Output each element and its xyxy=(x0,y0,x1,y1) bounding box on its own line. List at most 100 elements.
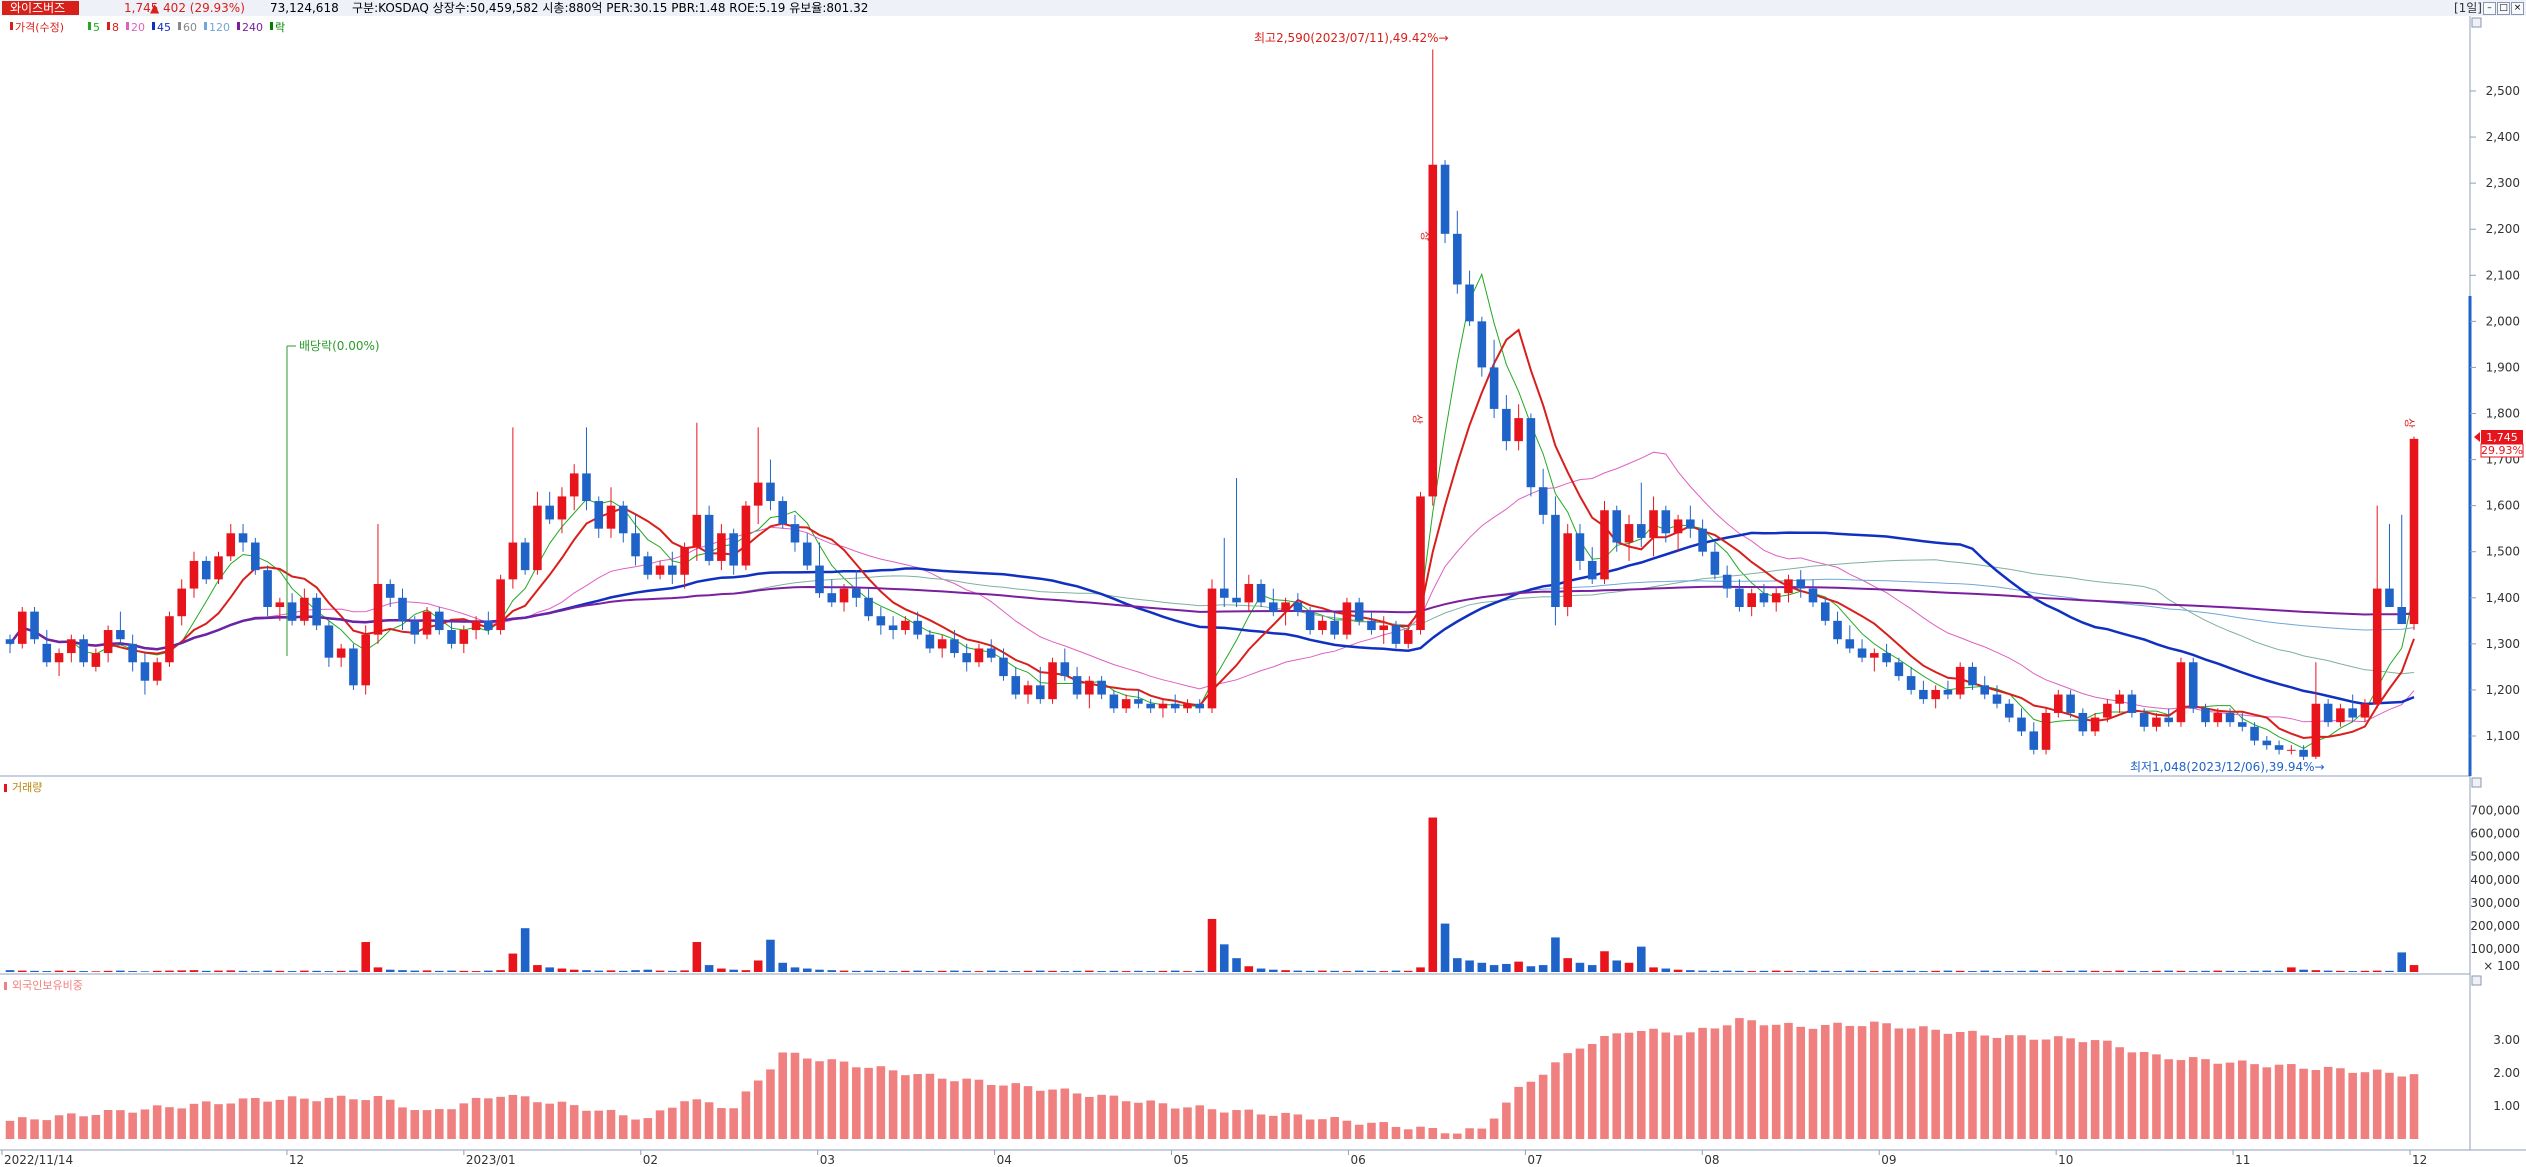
maximize-icon[interactable]: □ xyxy=(2497,2,2510,15)
foreign-tick-label: 3.00 xyxy=(2493,1033,2520,1047)
foreign-ratio-bar xyxy=(177,1108,187,1139)
price-tick-label: 1,200 xyxy=(2486,683,2520,697)
price-tick-label: 1,500 xyxy=(2486,545,2520,559)
volume-bar xyxy=(1158,970,1168,972)
candle-body xyxy=(1673,519,1683,534)
foreign-ratio-bar xyxy=(569,1105,579,1139)
candle-body xyxy=(937,639,947,649)
candle-body xyxy=(1011,676,1021,695)
price-tick-label: 1,400 xyxy=(2486,591,2520,605)
legend-swatch xyxy=(204,22,207,30)
foreign-ratio-bar xyxy=(410,1110,420,1139)
volume-bar xyxy=(2029,970,2039,972)
candle-body xyxy=(67,639,76,654)
volume-bar xyxy=(2066,970,2075,972)
foreign-ratio-bar xyxy=(251,1098,260,1139)
foreign-ratio-bar xyxy=(986,1084,996,1139)
volume-bar xyxy=(533,965,542,972)
candle-body xyxy=(1477,321,1487,368)
foreign-ratio-bar xyxy=(1342,1120,1352,1139)
candle-body xyxy=(2152,717,2161,727)
foreign-ratio-bar xyxy=(2372,1069,2382,1139)
foreign-ratio-bar xyxy=(1428,1128,1438,1139)
foreign-ratio-bar xyxy=(815,1061,824,1139)
volume-bar xyxy=(1551,937,1560,972)
candle-body xyxy=(618,505,628,534)
candle-body xyxy=(1060,662,1070,677)
foreign-ratio-bar xyxy=(1870,1021,1879,1139)
candle-body xyxy=(1857,648,1867,658)
volume-bar xyxy=(1060,971,1070,972)
volume-bar xyxy=(1391,970,1401,972)
candle-body xyxy=(1759,593,1769,603)
volume-bar xyxy=(2152,970,2161,972)
stock-name[interactable]: 와이즈버즈 xyxy=(2,1,80,15)
candle-body xyxy=(1489,367,1499,409)
volume-panel-label: 거래량 xyxy=(12,781,42,794)
timeframe-label[interactable]: [1일] xyxy=(2453,1,2482,15)
volume-bar xyxy=(1968,971,1977,972)
foreign-ratio-bar xyxy=(349,1099,358,1139)
candle-body xyxy=(1465,284,1474,322)
foreign-ratio-bar xyxy=(2054,1036,2063,1139)
x-tick-label: 2023/01 xyxy=(466,1153,516,1167)
foreign-ratio-bar xyxy=(116,1110,125,1139)
volume-bar xyxy=(1808,970,1818,972)
volume-bar xyxy=(1931,970,1940,972)
foreign-ratio-bar xyxy=(1403,1129,1413,1139)
panel-button-price[interactable] xyxy=(2471,17,2482,28)
foreign-ratio-bar xyxy=(1453,1133,1462,1139)
panel-button-foreign[interactable] xyxy=(2471,975,2482,986)
candle-body xyxy=(741,505,751,566)
candle-body xyxy=(864,597,873,617)
foreign-ratio-bar xyxy=(2225,1062,2235,1139)
candle-body xyxy=(999,657,1008,677)
volume-bar xyxy=(999,970,1008,972)
volume-bar xyxy=(1735,970,1744,972)
stock-chart[interactable]: 가격(수정) 5 8 20 45 60 120 240 락 거래량 외국인보유비중 2,5002… xyxy=(0,16,2526,1167)
volume-bar xyxy=(2299,969,2308,972)
candle-body xyxy=(1256,583,1266,603)
candle-body xyxy=(1612,510,1622,543)
foreign-y-axis: 3.00 2.00 1.00 xyxy=(2493,1033,2520,1113)
foreign-ratio-bar xyxy=(1587,1043,1597,1139)
panel-button-volume[interactable] xyxy=(2471,777,2482,788)
legend-label: 240 xyxy=(242,21,263,34)
minimize-icon[interactable]: – xyxy=(2483,2,2496,15)
candle-body xyxy=(2397,607,2407,625)
candle-body xyxy=(986,648,996,658)
foreign-ratio-bar xyxy=(999,1085,1008,1139)
candle-body xyxy=(2115,694,2124,704)
candles[interactable] xyxy=(5,49,2419,760)
foreign-ratio-bar xyxy=(1919,1026,1928,1139)
foreign-ratio-bar xyxy=(1035,1090,1045,1139)
foreign-ratio-bar xyxy=(2004,1035,2014,1139)
foreign-ratio-bar xyxy=(925,1073,935,1139)
close-icon[interactable]: × xyxy=(2511,2,2524,15)
volume-bar xyxy=(336,970,346,972)
foreign-ratio-bar xyxy=(30,1119,39,1139)
foreign-ratio-bar xyxy=(2164,1059,2173,1139)
candle-body xyxy=(1735,588,1744,607)
candle-body xyxy=(557,496,567,520)
foreign-ratio-bar xyxy=(5,1120,15,1139)
foreign-ratio-bars[interactable] xyxy=(5,1018,2419,1139)
foreign-ratio-bar xyxy=(2152,1054,2161,1139)
foreign-ratio-bar xyxy=(1673,1035,1683,1139)
foreign-ratio-bar xyxy=(2250,1064,2259,1139)
candle-body xyxy=(1600,510,1609,580)
candle-body xyxy=(1551,514,1560,607)
volume-y-axis: 700,000 600,000 500,000 400,000 300,000 200,0… xyxy=(2470,804,2520,973)
legend-label: 5 xyxy=(93,21,100,34)
foreign-ratio-bar xyxy=(1416,1126,1425,1139)
legend-label: 20 xyxy=(131,21,145,34)
foreign-ratio-bar xyxy=(1134,1102,1143,1139)
legend-label: 8 xyxy=(112,21,119,34)
volume-bar xyxy=(2348,971,2357,972)
candle-body xyxy=(2299,749,2308,757)
foreign-ratio-bar xyxy=(189,1103,199,1139)
volume-bar xyxy=(361,942,370,972)
volume-bar xyxy=(2004,971,2014,972)
volume-bar xyxy=(1121,971,1131,972)
volume-bars[interactable] xyxy=(5,817,2419,972)
